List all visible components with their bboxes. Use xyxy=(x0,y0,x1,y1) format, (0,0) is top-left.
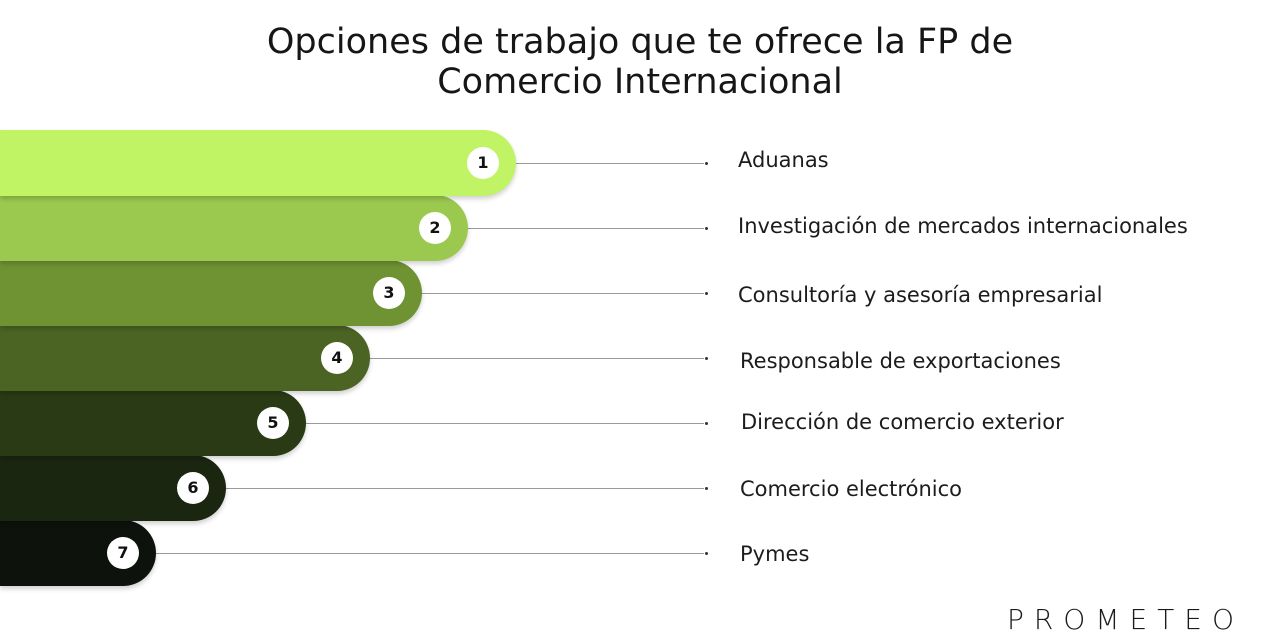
option-number-badge: 1 xyxy=(467,147,499,179)
option-label: Dirección de comercio exterior xyxy=(741,410,1064,434)
title-line-2: Comercio Internacional xyxy=(437,62,843,102)
option-bar-5: 5 xyxy=(0,390,306,456)
connector-dot xyxy=(705,162,708,165)
connector-dot xyxy=(705,227,708,230)
option-bar-2: 2 xyxy=(0,195,468,261)
connector-line xyxy=(466,228,704,229)
option-bar-4: 4 xyxy=(0,325,370,391)
page-title: Opciones de trabajo que te ofrece la FP … xyxy=(0,22,1280,102)
option-number-badge: 4 xyxy=(321,342,353,374)
option-label: Investigación de mercados internacionale… xyxy=(738,214,1188,238)
option-bar-3: 3 xyxy=(0,260,422,326)
option-bar-1: 1 xyxy=(0,130,516,196)
connector-dot xyxy=(705,422,708,425)
connector-line xyxy=(420,293,704,294)
option-bar-6: 6 xyxy=(0,455,226,521)
option-number-badge: 7 xyxy=(107,537,139,569)
option-number-badge: 5 xyxy=(257,407,289,439)
option-label: Responsable de exportaciones xyxy=(740,349,1061,373)
option-label: Comercio electrónico xyxy=(740,477,962,501)
connector-line xyxy=(368,358,704,359)
connector-line xyxy=(304,423,704,424)
connector-dot xyxy=(705,487,708,490)
option-label: Pymes xyxy=(740,542,810,566)
connector-dot xyxy=(705,552,708,555)
option-label: Aduanas xyxy=(738,148,829,172)
option-label: Consultoría y asesoría empresarial xyxy=(738,283,1103,307)
connector-dot xyxy=(705,357,708,360)
connector-line xyxy=(514,163,704,164)
option-number-badge: 3 xyxy=(373,277,405,309)
option-number-badge: 2 xyxy=(419,212,451,244)
connector-dot xyxy=(705,292,708,295)
connector-line xyxy=(224,488,704,489)
title-line-1: Opciones de trabajo que te ofrece la FP … xyxy=(266,22,1014,62)
option-bar-7: 7 xyxy=(0,520,156,586)
option-number-badge: 6 xyxy=(177,472,209,504)
connector-line xyxy=(154,553,704,554)
prometeo-logo: PROMETEO xyxy=(1006,603,1244,636)
